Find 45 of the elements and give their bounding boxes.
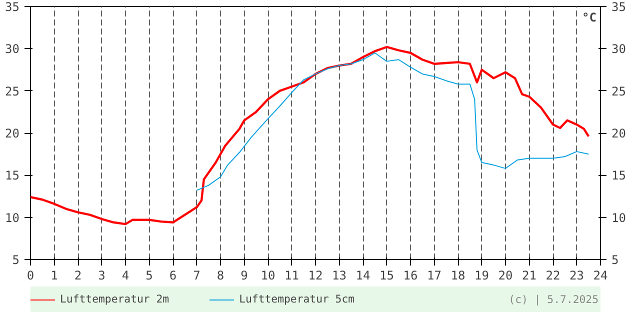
x-tick-label: 6 — [169, 268, 177, 282]
y2-tick-label: 15 — [612, 168, 626, 183]
x-tick-label: 22 — [546, 268, 560, 282]
y2-axis-title: °C — [582, 10, 597, 24]
x-tick-label: 19 — [474, 268, 489, 282]
y-tick-label: 35 — [5, 0, 20, 14]
x-tick-label: 9 — [240, 268, 248, 282]
x-tick-label: 8 — [216, 268, 224, 282]
x-tick-label: 4 — [122, 268, 130, 282]
x-tick-label: 20 — [498, 268, 513, 282]
y2-tick-label: 30 — [612, 42, 626, 56]
y-tick-label: 30 — [5, 42, 20, 56]
y2-tick-label: 20 — [612, 126, 626, 140]
x-tick-label: 5 — [146, 268, 153, 282]
x-tick-label: 0 — [26, 268, 34, 282]
text: (c) | 5.7.2025 — [508, 293, 599, 306]
x-tick-label: 17 — [427, 268, 442, 282]
x-tick-label: 3 — [98, 268, 106, 282]
x-tick-label: 2 — [74, 268, 82, 282]
x-tick-label: 1 — [50, 268, 58, 282]
y2-tick-label: 5 — [612, 253, 619, 267]
y-tick-label: 10 — [5, 210, 20, 225]
x-tick-label: 7 — [193, 268, 200, 282]
y2-tick-label: 35 — [612, 0, 626, 14]
x-tick-label: 23 — [570, 268, 584, 282]
legend-label: Lufttemperatur 5cm — [239, 292, 355, 306]
x-tick-label: 14 — [356, 268, 370, 282]
y2-tick-label: 25 — [612, 84, 626, 98]
y2-tick-label: 10 — [612, 210, 626, 225]
x-tick-label: 10 — [260, 268, 276, 282]
x-tick-label: 12 — [308, 268, 323, 282]
x-tick-label: 18 — [450, 268, 466, 282]
x-tick-label: 16 — [403, 268, 418, 282]
x-tick-label: 13 — [332, 268, 346, 282]
line-series — [30, 46, 590, 226]
x-tick-label: 15 — [380, 268, 394, 282]
y-tick-label: 5 — [12, 253, 20, 267]
legend-label: Lufttemperatur 2m — [60, 292, 170, 306]
y-tick-label: 15 — [5, 168, 20, 183]
y-tick-label: 25 — [5, 84, 20, 98]
y-tick-label: 20 — [5, 126, 20, 140]
x-tick-label: 11 — [284, 268, 299, 282]
line-series — [196, 52, 590, 191]
x-tick-label: 24 — [593, 268, 608, 282]
x-tick-label: 21 — [522, 268, 536, 282]
